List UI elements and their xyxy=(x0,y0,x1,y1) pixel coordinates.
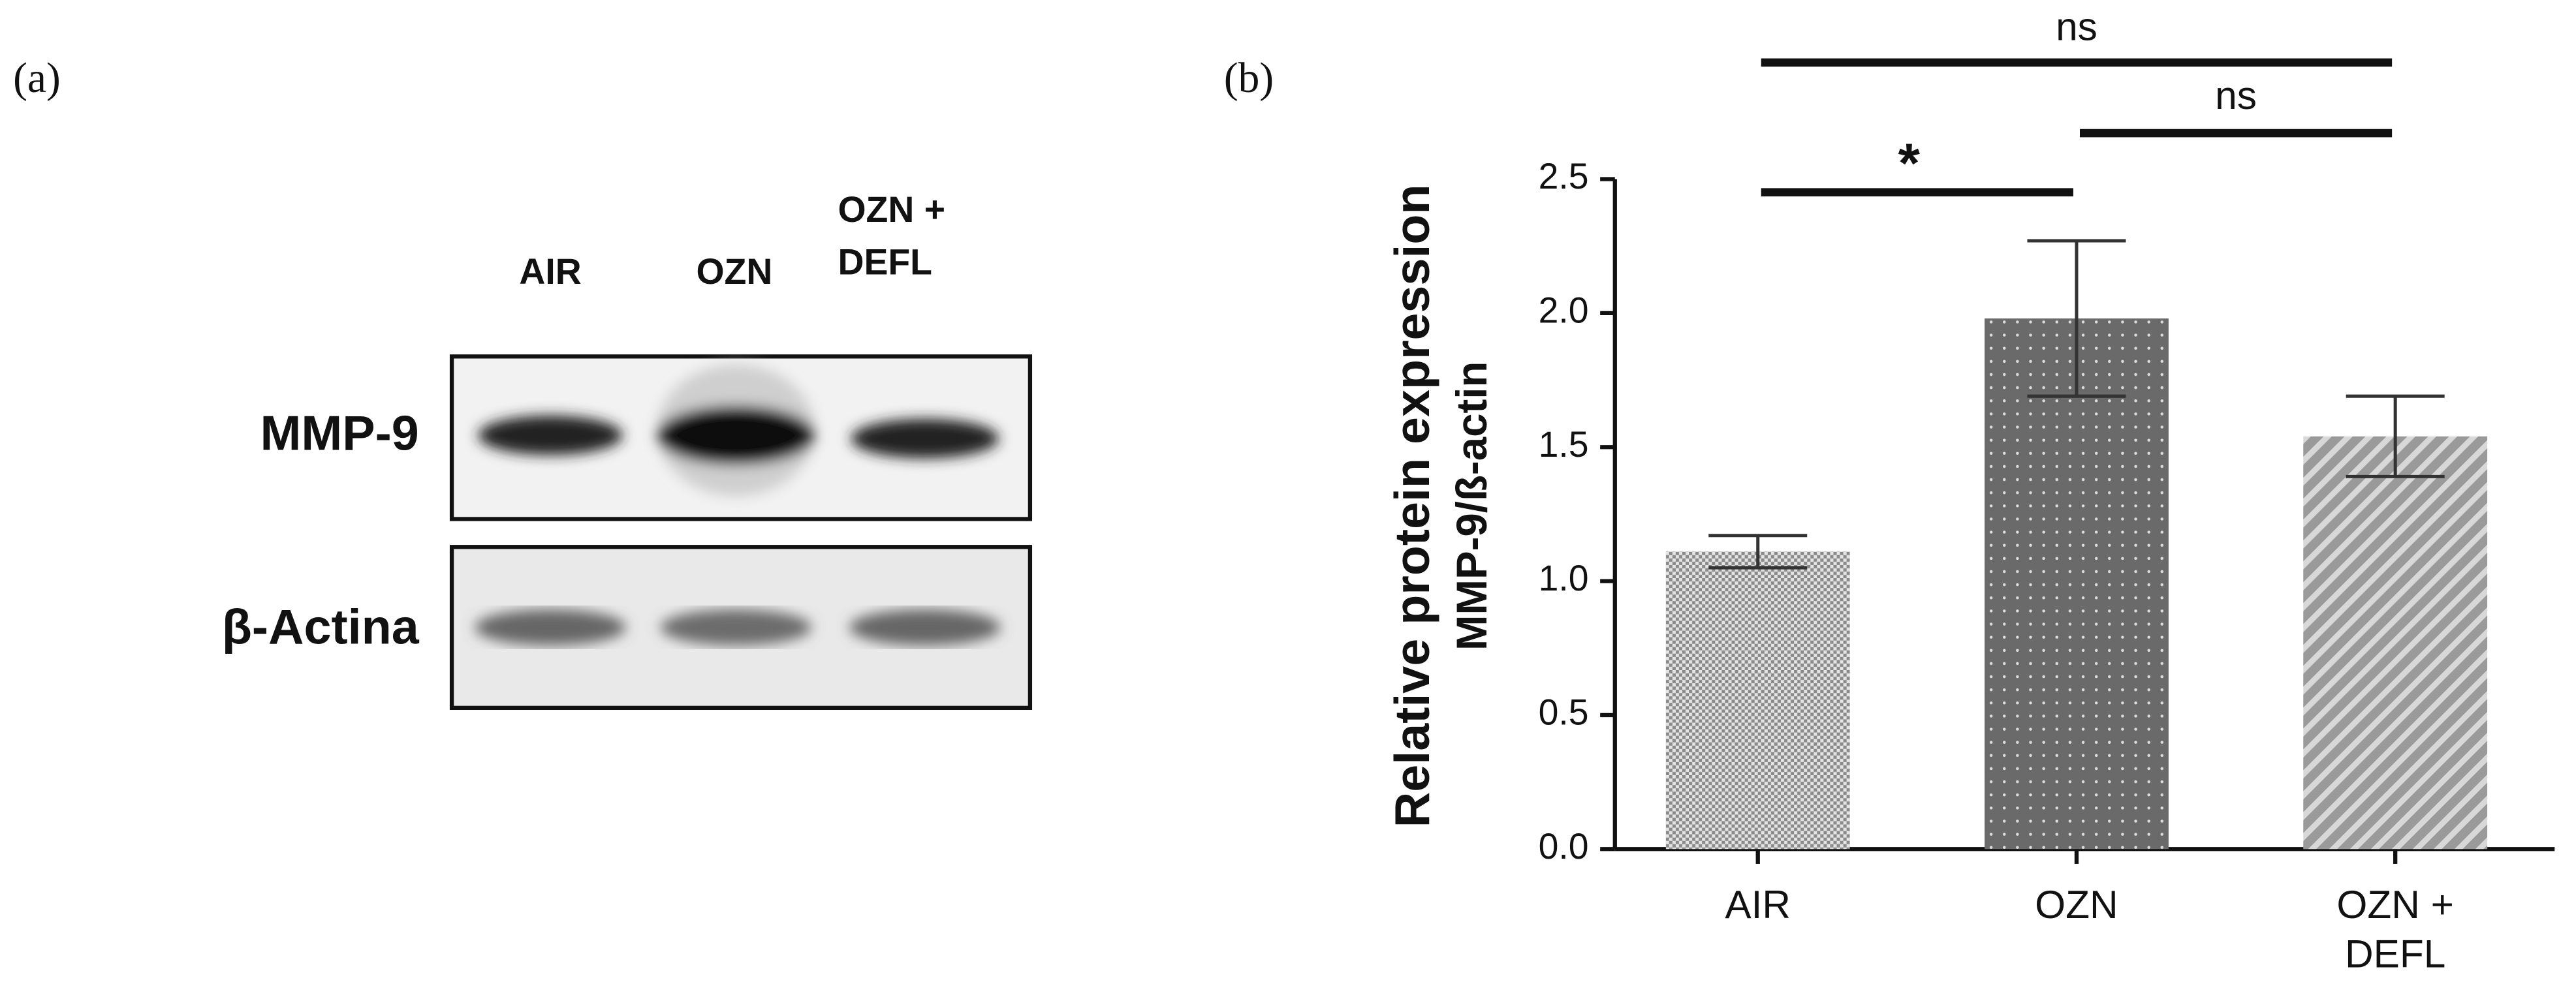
y-tick-label: 0.5 xyxy=(1539,692,1589,733)
lane-label: OZN xyxy=(696,251,772,292)
y-axis-label: MMP-9/ß-actin xyxy=(1448,361,1496,651)
x-tick-label: OZN xyxy=(2035,883,2118,928)
blot-bands xyxy=(475,609,1001,646)
x-tick-label-box: AIR xyxy=(1725,883,1791,928)
lane-label: OZN + DEFL xyxy=(838,189,946,283)
error-bar xyxy=(1708,534,1808,570)
y-tick-label: 2.0 xyxy=(1539,290,1589,331)
bar xyxy=(2303,436,2488,850)
y-tick-label: 1.5 xyxy=(1539,424,1589,465)
blot-bands xyxy=(478,364,999,497)
error-bar xyxy=(2346,394,2445,478)
y-tick-label: 0.0 xyxy=(1539,826,1589,867)
y-axis-label: Relative protein expression xyxy=(1385,184,1439,827)
significance-label: ns xyxy=(2056,4,2097,48)
significance-label: * xyxy=(1898,133,1921,195)
bar xyxy=(1665,551,1850,850)
lane-label-box: OZN + DEFL xyxy=(838,189,946,283)
lane-label: AIR xyxy=(519,251,581,292)
panel-label: (b) xyxy=(1224,55,1274,102)
row-label: β-Actina xyxy=(222,600,420,654)
row-label: MMP-9 xyxy=(260,406,418,461)
x-tick-label: OZN + DEFL xyxy=(2336,883,2454,977)
y-tick-label: 2.5 xyxy=(1539,156,1589,196)
error-bar xyxy=(2027,239,2126,398)
panel-label: (a) xyxy=(13,55,61,102)
x-tick-label-box: OZN + DEFL xyxy=(2336,883,2454,977)
x-tick-label-box: OZN xyxy=(2035,883,2118,928)
significance-label: ns xyxy=(2215,73,2257,117)
bar xyxy=(1985,318,2169,850)
x-tick-label: AIR xyxy=(1725,883,1791,928)
y-tick-label: 1.0 xyxy=(1539,558,1589,598)
